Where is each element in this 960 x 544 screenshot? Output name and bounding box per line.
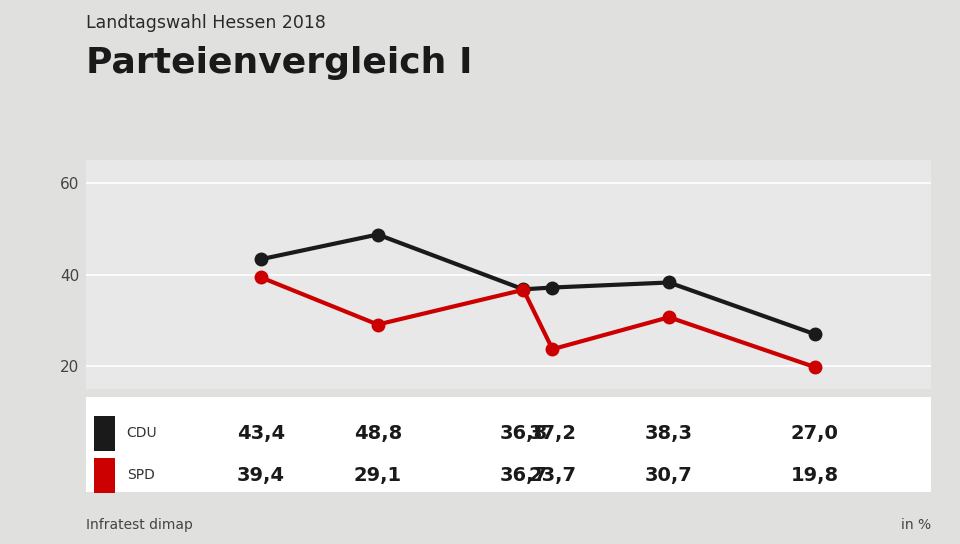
Text: 19,8: 19,8 [791, 466, 839, 485]
Text: 38,3: 38,3 [645, 424, 693, 443]
Text: Parteienvergleich I: Parteienvergleich I [86, 46, 473, 81]
Text: 48,8: 48,8 [353, 424, 402, 443]
Text: 23,7: 23,7 [529, 466, 577, 485]
Text: 29,1: 29,1 [353, 466, 402, 485]
Text: CDU: CDU [127, 426, 157, 440]
Text: Landtagswahl Hessen 2018: Landtagswahl Hessen 2018 [86, 14, 326, 32]
Text: Infratest dimap: Infratest dimap [86, 518, 193, 532]
Text: 30,7: 30,7 [645, 466, 693, 485]
Text: 36,8: 36,8 [499, 424, 547, 443]
Text: 27,0: 27,0 [791, 424, 839, 443]
Text: in %: in % [901, 518, 931, 532]
Text: 36,7: 36,7 [499, 466, 547, 485]
Text: 37,2: 37,2 [529, 424, 577, 443]
Text: 43,4: 43,4 [237, 424, 285, 443]
Text: SPD: SPD [127, 468, 155, 482]
Text: 39,4: 39,4 [237, 466, 285, 485]
